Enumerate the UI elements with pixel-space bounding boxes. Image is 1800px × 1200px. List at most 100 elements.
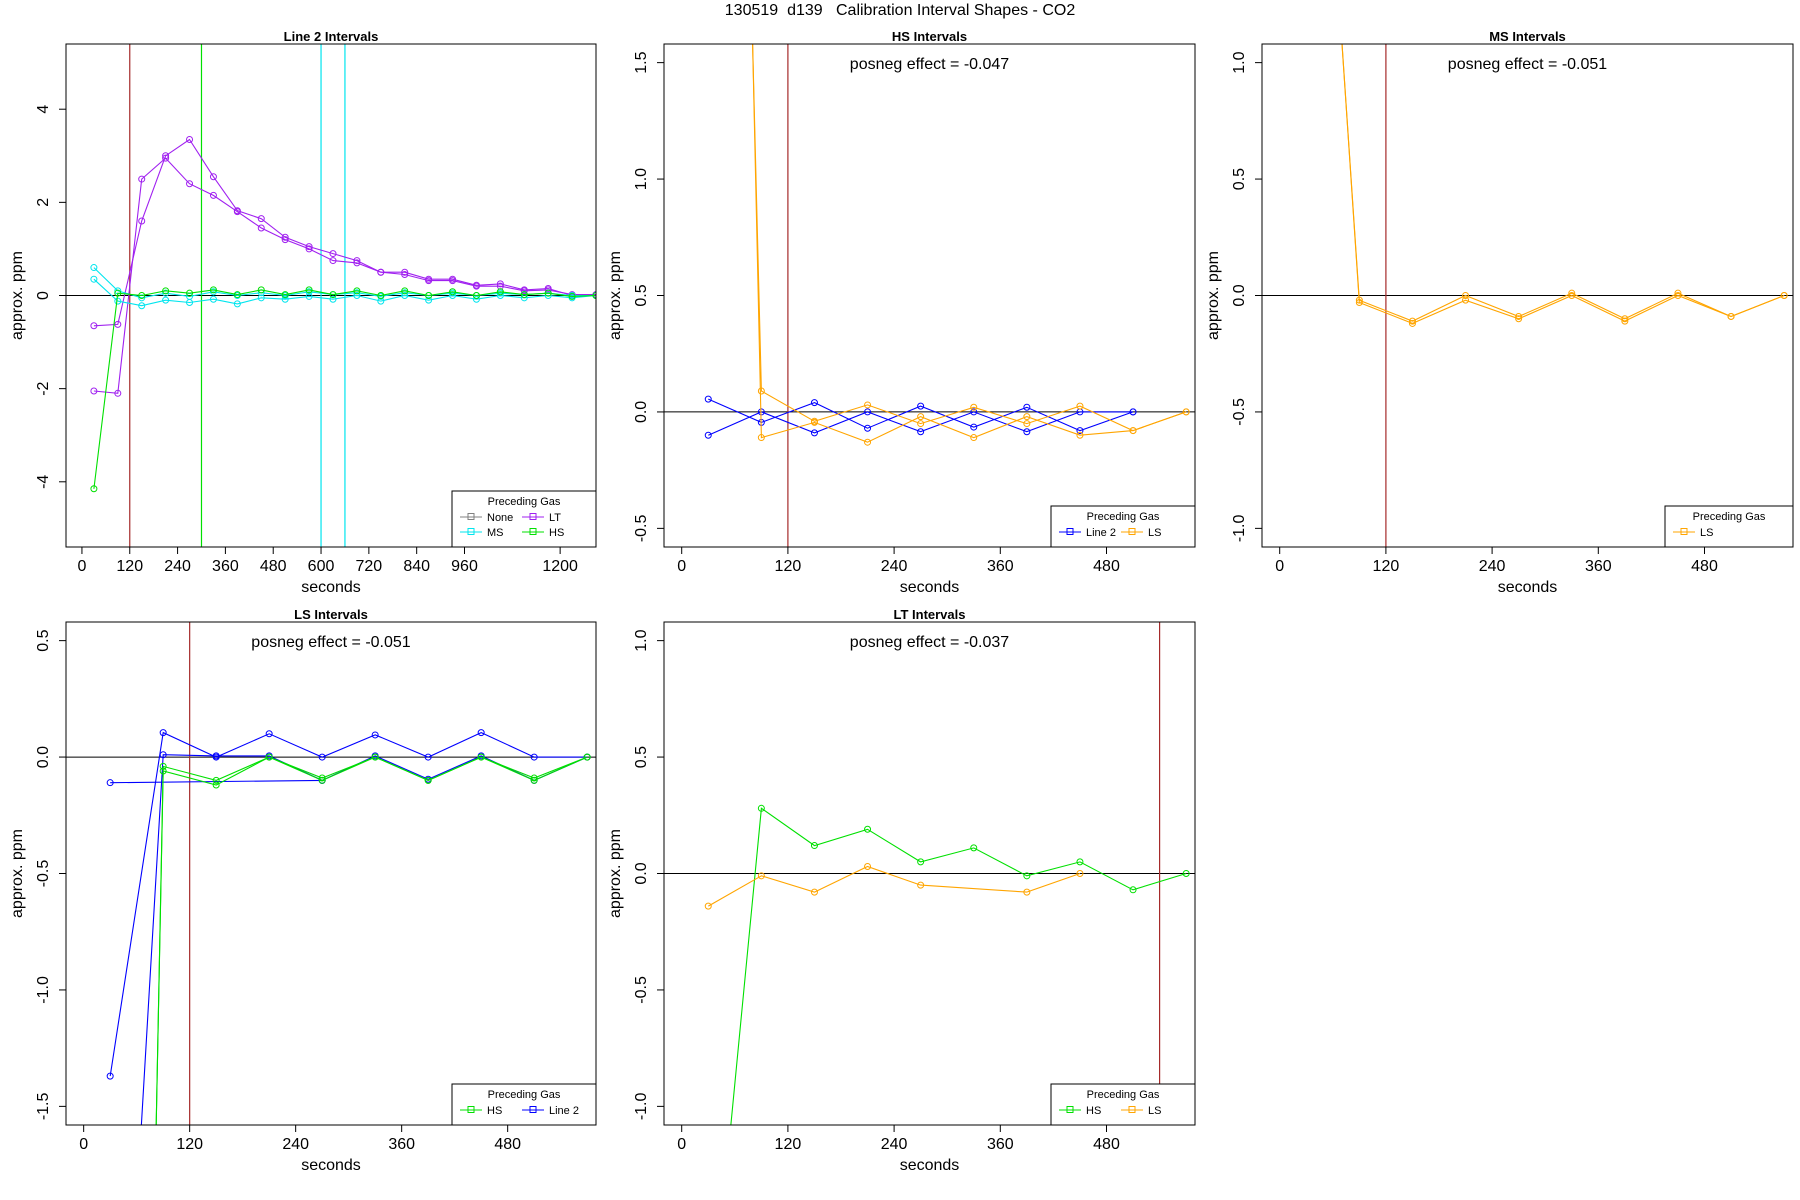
data-point [90,275,98,283]
panel-title: Line 2 Intervals [284,29,379,44]
x-tick-label: 720 [356,558,383,575]
data-point [1515,315,1523,323]
data-point [1129,886,1137,894]
x-tick-label: 480 [494,1136,521,1153]
y-tick-label: 0 [35,291,52,300]
data-point [209,191,217,199]
data-point [106,779,114,787]
data-point [1023,403,1031,411]
legend-label: HS [1086,1105,1101,1117]
data-point [1355,298,1363,306]
series-line [1341,44,1785,324]
data-point [1462,292,1470,299]
data-point [371,731,379,739]
data-point [114,320,122,328]
data-point [1076,870,1084,877]
data-point [209,295,217,303]
x-tick-label: 120 [775,1136,802,1153]
data-point [353,257,361,265]
y-tick-label: 1.0 [1231,51,1248,73]
data-point [186,135,194,143]
series-line [93,267,596,299]
data-point [917,420,925,428]
y-tick-label: -2 [35,381,52,395]
x-tick-label: 360 [987,1136,1014,1153]
data-point [1462,296,1470,304]
data-point [329,291,337,299]
data-point [704,902,712,910]
data-point [810,429,818,437]
data-point [864,424,872,432]
data-point [472,295,480,303]
data-point [757,872,765,880]
x-tick-label: 480 [260,558,287,575]
data-point [1621,315,1629,323]
data-point [750,36,756,42]
legend: Preceding Gas None LT MS HS [451,490,597,548]
data-point [1568,289,1576,297]
x-tick-label: 240 [282,1136,309,1153]
data-point [329,257,337,265]
y-tick-label: -1.0 [35,976,52,1004]
legend-box [451,1083,597,1126]
y-tick-label: 0.0 [633,862,650,884]
legend-swatch-marker [529,513,537,520]
panel-lt: 0 120 240 360 480 -1.0 -0.5 0.0 0.5 1.0 seconds app… [607,607,1196,1174]
x-tick-label: 360 [987,558,1014,575]
legend-label: None [487,512,513,524]
data-point [583,753,591,761]
data-point [1129,408,1137,416]
series-line [730,807,1187,1125]
y-axis-label: approx. ppm [9,829,26,918]
data-point [864,401,872,409]
data-point [138,175,146,183]
data-point [424,753,432,761]
legend: Preceding Gas Line 2 LS [1050,505,1196,548]
x-tick-label: 0 [677,1136,686,1153]
legend-label: HS [487,1105,502,1117]
data-point [1182,870,1190,877]
data-point [757,387,765,395]
data-point [153,1127,159,1133]
data-point [970,844,978,852]
data-point [1339,36,1345,42]
data-point [810,417,818,425]
data-point [138,217,146,225]
panel-title: MS Intervals [1489,29,1566,44]
data-point [257,286,265,294]
data-point [864,438,872,446]
data-point [1339,36,1345,42]
data-point [159,729,167,737]
x-tick-label: 480 [1691,558,1718,575]
data-point [520,287,528,295]
data-point [1780,292,1788,299]
legend-swatch-marker [467,528,475,535]
data-point [162,154,170,162]
x-tick-label: 120 [176,1136,203,1153]
x-tick-label: 240 [1479,558,1506,575]
data-point [159,762,167,770]
data-point [970,408,978,416]
data-point [401,292,409,299]
data-point [757,804,765,812]
x-tick-label: 120 [116,558,143,575]
data-point [970,403,978,411]
data-point [318,774,326,782]
legend: Preceding Gas LS [1664,505,1794,548]
data-point [704,395,712,403]
series-line [708,865,1081,907]
data-point [281,233,289,241]
y-tick-label: 0.5 [633,284,650,306]
y-axis-label: approx. ppm [607,829,624,918]
series-line [752,44,1187,432]
plot-area [664,622,1195,1125]
plot-area [66,622,596,1133]
panel-title: LS Intervals [294,607,368,622]
data-point [401,287,409,295]
series-line [155,756,588,1125]
data-point [329,250,337,258]
y-tick-label: 1.5 [633,51,650,73]
data-point [810,842,818,850]
data-point [233,300,241,308]
data-point [530,776,538,784]
